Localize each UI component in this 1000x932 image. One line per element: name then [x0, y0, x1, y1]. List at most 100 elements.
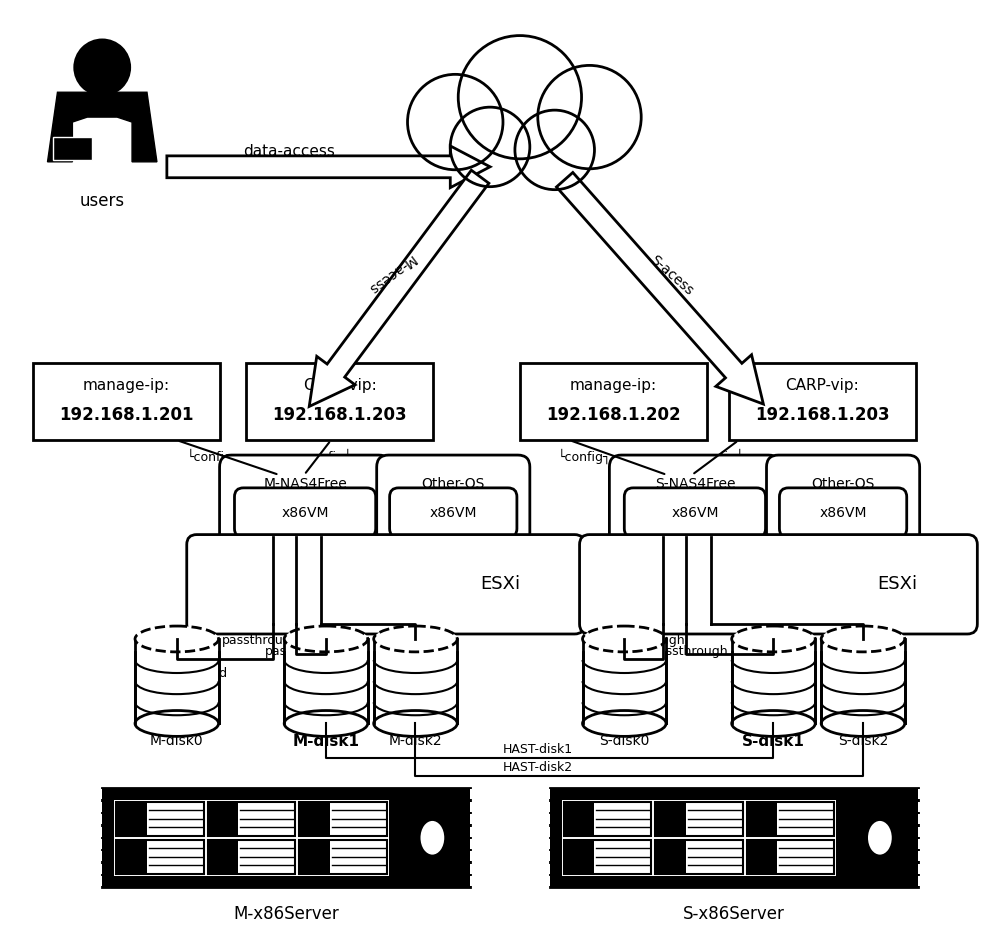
Bar — [284, 639, 368, 723]
Text: └config┐: └config┐ — [187, 448, 240, 463]
Circle shape — [538, 65, 641, 169]
Bar — [918, 827, 926, 837]
Bar — [135, 639, 219, 723]
Bar — [542, 815, 550, 824]
Bar — [542, 864, 550, 874]
Bar — [564, 802, 594, 836]
Bar — [732, 639, 815, 723]
Text: M-disk0: M-disk0 — [150, 734, 204, 748]
Ellipse shape — [284, 626, 368, 651]
Bar — [918, 864, 926, 874]
Text: 192.168.1.202: 192.168.1.202 — [546, 406, 681, 424]
FancyBboxPatch shape — [187, 535, 585, 634]
Bar — [94, 789, 102, 800]
Bar — [246, 363, 433, 440]
Text: x86VM: x86VM — [281, 506, 329, 520]
FancyBboxPatch shape — [767, 455, 920, 549]
Polygon shape — [48, 92, 157, 162]
Ellipse shape — [861, 814, 899, 861]
Bar — [655, 840, 686, 873]
Bar — [94, 815, 102, 824]
Bar — [655, 840, 743, 873]
Text: x86VM: x86VM — [430, 506, 477, 520]
Bar — [208, 840, 295, 873]
Text: ESXi: ESXi — [878, 575, 918, 594]
Bar — [33, 363, 220, 440]
Text: x86VM: x86VM — [819, 506, 867, 520]
Bar — [542, 827, 550, 837]
Bar — [116, 840, 147, 873]
Text: ┌config┘: ┌config┘ — [299, 448, 353, 463]
Ellipse shape — [419, 820, 445, 856]
Bar — [542, 802, 550, 812]
Text: S-NAS4Free: S-NAS4Free — [655, 477, 735, 491]
Polygon shape — [52, 137, 92, 159]
Bar — [94, 802, 102, 812]
FancyBboxPatch shape — [220, 455, 391, 549]
Text: passthrough: passthrough — [651, 645, 729, 658]
Bar — [729, 363, 916, 440]
Text: S-disk0: S-disk0 — [599, 734, 649, 748]
Bar — [114, 800, 389, 875]
Text: 192.168.1.203: 192.168.1.203 — [273, 406, 407, 424]
Text: 192.168.1.201: 192.168.1.201 — [59, 406, 193, 424]
Bar — [918, 839, 926, 849]
Text: passthrough: passthrough — [607, 634, 685, 647]
Text: CARP-vip:: CARP-vip: — [785, 378, 859, 393]
Text: HAST-disk2: HAST-disk2 — [503, 761, 573, 774]
Bar — [821, 639, 905, 723]
Bar — [116, 802, 147, 836]
Bar — [94, 852, 102, 861]
Bar — [918, 815, 926, 824]
Text: M-disk1: M-disk1 — [292, 733, 359, 748]
Bar — [374, 639, 457, 723]
Bar — [564, 840, 594, 873]
Bar — [299, 840, 387, 873]
FancyArrow shape — [556, 172, 763, 404]
Bar — [747, 840, 834, 873]
Ellipse shape — [732, 710, 815, 736]
FancyBboxPatch shape — [580, 535, 977, 634]
Text: HAST-disk1: HAST-disk1 — [503, 743, 573, 756]
FancyArrow shape — [309, 171, 489, 406]
Bar — [299, 840, 330, 873]
Bar — [550, 788, 918, 887]
Text: Other-OS: Other-OS — [422, 477, 485, 491]
Bar — [470, 876, 478, 886]
Bar — [208, 802, 295, 836]
Bar — [918, 852, 926, 861]
Ellipse shape — [284, 710, 368, 736]
Circle shape — [74, 39, 130, 95]
Bar — [102, 788, 470, 887]
Text: data-access: data-access — [243, 144, 335, 158]
Text: passthrough: passthrough — [222, 634, 299, 647]
Bar — [470, 839, 478, 849]
Ellipse shape — [821, 710, 905, 736]
Text: └config┐: └config┐ — [558, 448, 611, 463]
Bar — [655, 802, 743, 836]
Text: manage-ip:: manage-ip: — [570, 378, 657, 393]
Ellipse shape — [413, 814, 451, 861]
Ellipse shape — [374, 626, 457, 651]
Bar — [542, 839, 550, 849]
FancyBboxPatch shape — [377, 455, 530, 549]
Bar — [116, 802, 204, 836]
Circle shape — [450, 107, 530, 186]
Circle shape — [515, 110, 594, 189]
Text: S-disk1: S-disk1 — [742, 733, 805, 748]
Text: manage-ip:: manage-ip: — [83, 378, 170, 393]
Text: S-disk2: S-disk2 — [838, 734, 888, 748]
Text: users: users — [80, 192, 125, 210]
Text: x86VM: x86VM — [671, 506, 719, 520]
Bar — [470, 827, 478, 837]
FancyBboxPatch shape — [779, 487, 907, 538]
Bar — [542, 852, 550, 861]
Bar — [918, 876, 926, 886]
Bar — [655, 802, 686, 836]
FancyBboxPatch shape — [624, 487, 766, 538]
Bar — [918, 789, 926, 800]
Text: M-NAS4Free: M-NAS4Free — [263, 477, 347, 491]
Bar — [470, 815, 478, 824]
Ellipse shape — [732, 626, 815, 651]
Ellipse shape — [374, 710, 457, 736]
